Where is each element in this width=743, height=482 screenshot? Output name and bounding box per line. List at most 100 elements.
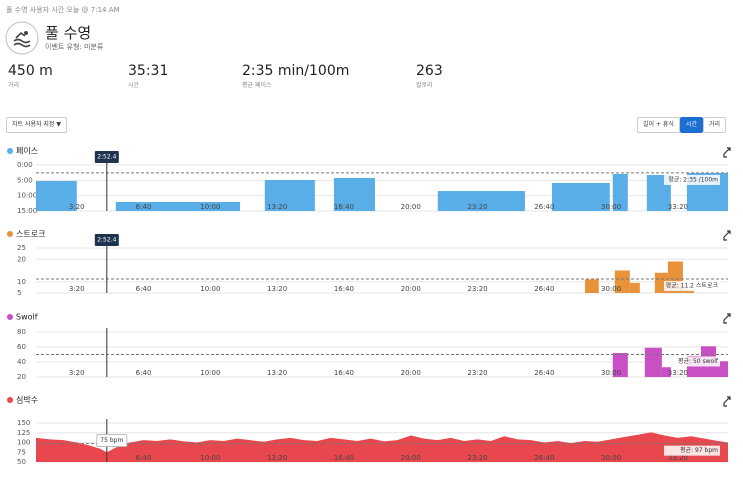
toggle-button[interactable]: 거리: [702, 117, 727, 133]
cursor-tooltip-text: 75 bpm: [100, 437, 123, 444]
average-label-bg: [664, 445, 720, 456]
average-label: 평균: 50 swolf: [678, 357, 719, 365]
average-label: 평균: 97 bpm: [680, 446, 718, 454]
bar: [612, 173, 628, 211]
x-tick-label: 30:00: [601, 369, 621, 377]
stat-label: 칼로리: [416, 82, 433, 89]
breadcrumb-activity[interactable]: 풀 수영: [6, 6, 28, 14]
bar: [36, 180, 77, 211]
stat-label: 평균 페이스: [242, 82, 272, 89]
x-tick-label: 23:20: [467, 369, 487, 377]
expand-icon[interactable]: [723, 396, 731, 407]
bar: [644, 347, 662, 377]
legend-marker: [7, 148, 13, 154]
expand-icon[interactable]: [723, 313, 731, 324]
y-tick-label: 60: [17, 343, 26, 351]
stat-label: 시간: [128, 82, 140, 89]
x-tick-label: 10:00: [200, 203, 220, 211]
y-tick-label: 20: [17, 373, 26, 381]
toggle-button[interactable]: 시간: [679, 117, 703, 133]
activity-title: 풀 수영: [45, 24, 92, 42]
x-tick-label: 20:00: [401, 203, 421, 211]
y-tick-label: 20: [17, 255, 26, 263]
x-tick-label: 3:20: [69, 369, 85, 377]
cursor-tooltip: [94, 151, 119, 163]
y-tick-label: 100: [17, 439, 30, 447]
stat-value: 35:31: [128, 63, 169, 79]
legend-marker: [7, 314, 13, 320]
x-tick-label: 16:40: [334, 285, 354, 293]
average-label: 평균: 11.2 스트로크: [666, 282, 719, 290]
bar: [629, 282, 640, 293]
x-tick-label: 13:20: [267, 285, 287, 293]
cursor-tooltip: [94, 234, 119, 246]
x-tick-label: 6:40: [136, 454, 152, 462]
average-label-bg: [664, 281, 720, 292]
x-tick-label: 20:00: [401, 369, 421, 377]
x-tick-label: 30:00: [601, 285, 621, 293]
chart-name: Swolf: [16, 313, 38, 322]
x-axis-toggle: 길이 + 휴식 시간 거리: [637, 117, 727, 133]
bar: [551, 182, 610, 211]
y-tick-label: 150: [17, 419, 30, 427]
x-tick-label: 13:20: [267, 369, 287, 377]
x-tick-label: 30:00: [601, 454, 621, 462]
stat-label: 거리: [8, 82, 20, 89]
activity-icon: [5, 21, 39, 55]
average-label-bg: [664, 356, 720, 367]
cursor-tooltip: [96, 434, 128, 447]
legend-marker: [7, 231, 13, 237]
x-tick-label: 33:20: [668, 203, 688, 211]
chart-customize-button[interactable]: 차트 사용자 지정 ▼: [6, 117, 67, 133]
y-tick-label: 5: [17, 289, 21, 297]
x-tick-label: 13:20: [267, 203, 287, 211]
bar: [115, 202, 241, 211]
x-tick-label: 26:40: [534, 203, 554, 211]
cursor-tooltip-text: 2:52.4: [97, 237, 116, 244]
x-tick-label: 16:40: [334, 454, 354, 462]
toggle-button[interactable]: 길이 + 휴식: [637, 117, 680, 133]
x-tick-label: 3:20: [69, 285, 85, 293]
bar: [585, 279, 599, 293]
x-tick-label: 23:20: [467, 203, 487, 211]
expand-icon[interactable]: [723, 230, 731, 241]
x-tick-label: 30:00: [601, 203, 621, 211]
event-type[interactable]: 이벤트 유형: 미분류: [45, 43, 104, 51]
x-tick-label: 23:20: [467, 285, 487, 293]
stat-value: 2:35 min/100m: [242, 63, 350, 79]
y-tick-label: 15:00: [17, 207, 37, 215]
y-tick-label: 50: [17, 458, 26, 466]
bar: [437, 191, 525, 211]
y-tick-label: 40: [17, 358, 26, 366]
y-tick-label: 80: [17, 328, 26, 336]
y-tick-label: 125: [17, 429, 30, 437]
x-tick-label: 26:40: [534, 369, 554, 377]
stat-value: 450 m: [8, 63, 53, 79]
y-tick-label: 5:00: [17, 176, 33, 184]
x-tick-label: 16:40: [334, 203, 354, 211]
x-tick-label: 3:20: [69, 203, 85, 211]
x-tick-label: 6:40: [136, 203, 152, 211]
y-tick-label: 25: [17, 244, 26, 252]
x-tick-label: 20:00: [401, 454, 421, 462]
breadcrumb: 풀 수영 사용자 시간 오늘 @ 7:14 AM: [6, 5, 120, 15]
y-tick-label: 10: [17, 278, 26, 286]
x-tick-label: 10:00: [200, 369, 220, 377]
expand-icon[interactable]: [723, 147, 731, 158]
x-tick-label: 20:00: [401, 285, 421, 293]
bar: [264, 179, 315, 211]
stat-value: 263: [416, 63, 443, 79]
heart-rate-area: [36, 432, 728, 462]
x-tick-label: 33:20: [668, 369, 688, 377]
average-label-bg: [664, 174, 720, 185]
x-tick-label: 26:40: [534, 285, 554, 293]
legend-marker: [7, 397, 13, 403]
chart-name: 심박수: [16, 395, 38, 405]
y-tick-label: 10:00: [17, 192, 37, 200]
breadcrumb-time: 사용자 시간 오늘 @ 7:14 AM: [29, 6, 120, 14]
bar: [614, 270, 630, 293]
cursor-tooltip-text: 2:52.4: [97, 154, 116, 161]
x-tick-label: 16:40: [334, 369, 354, 377]
